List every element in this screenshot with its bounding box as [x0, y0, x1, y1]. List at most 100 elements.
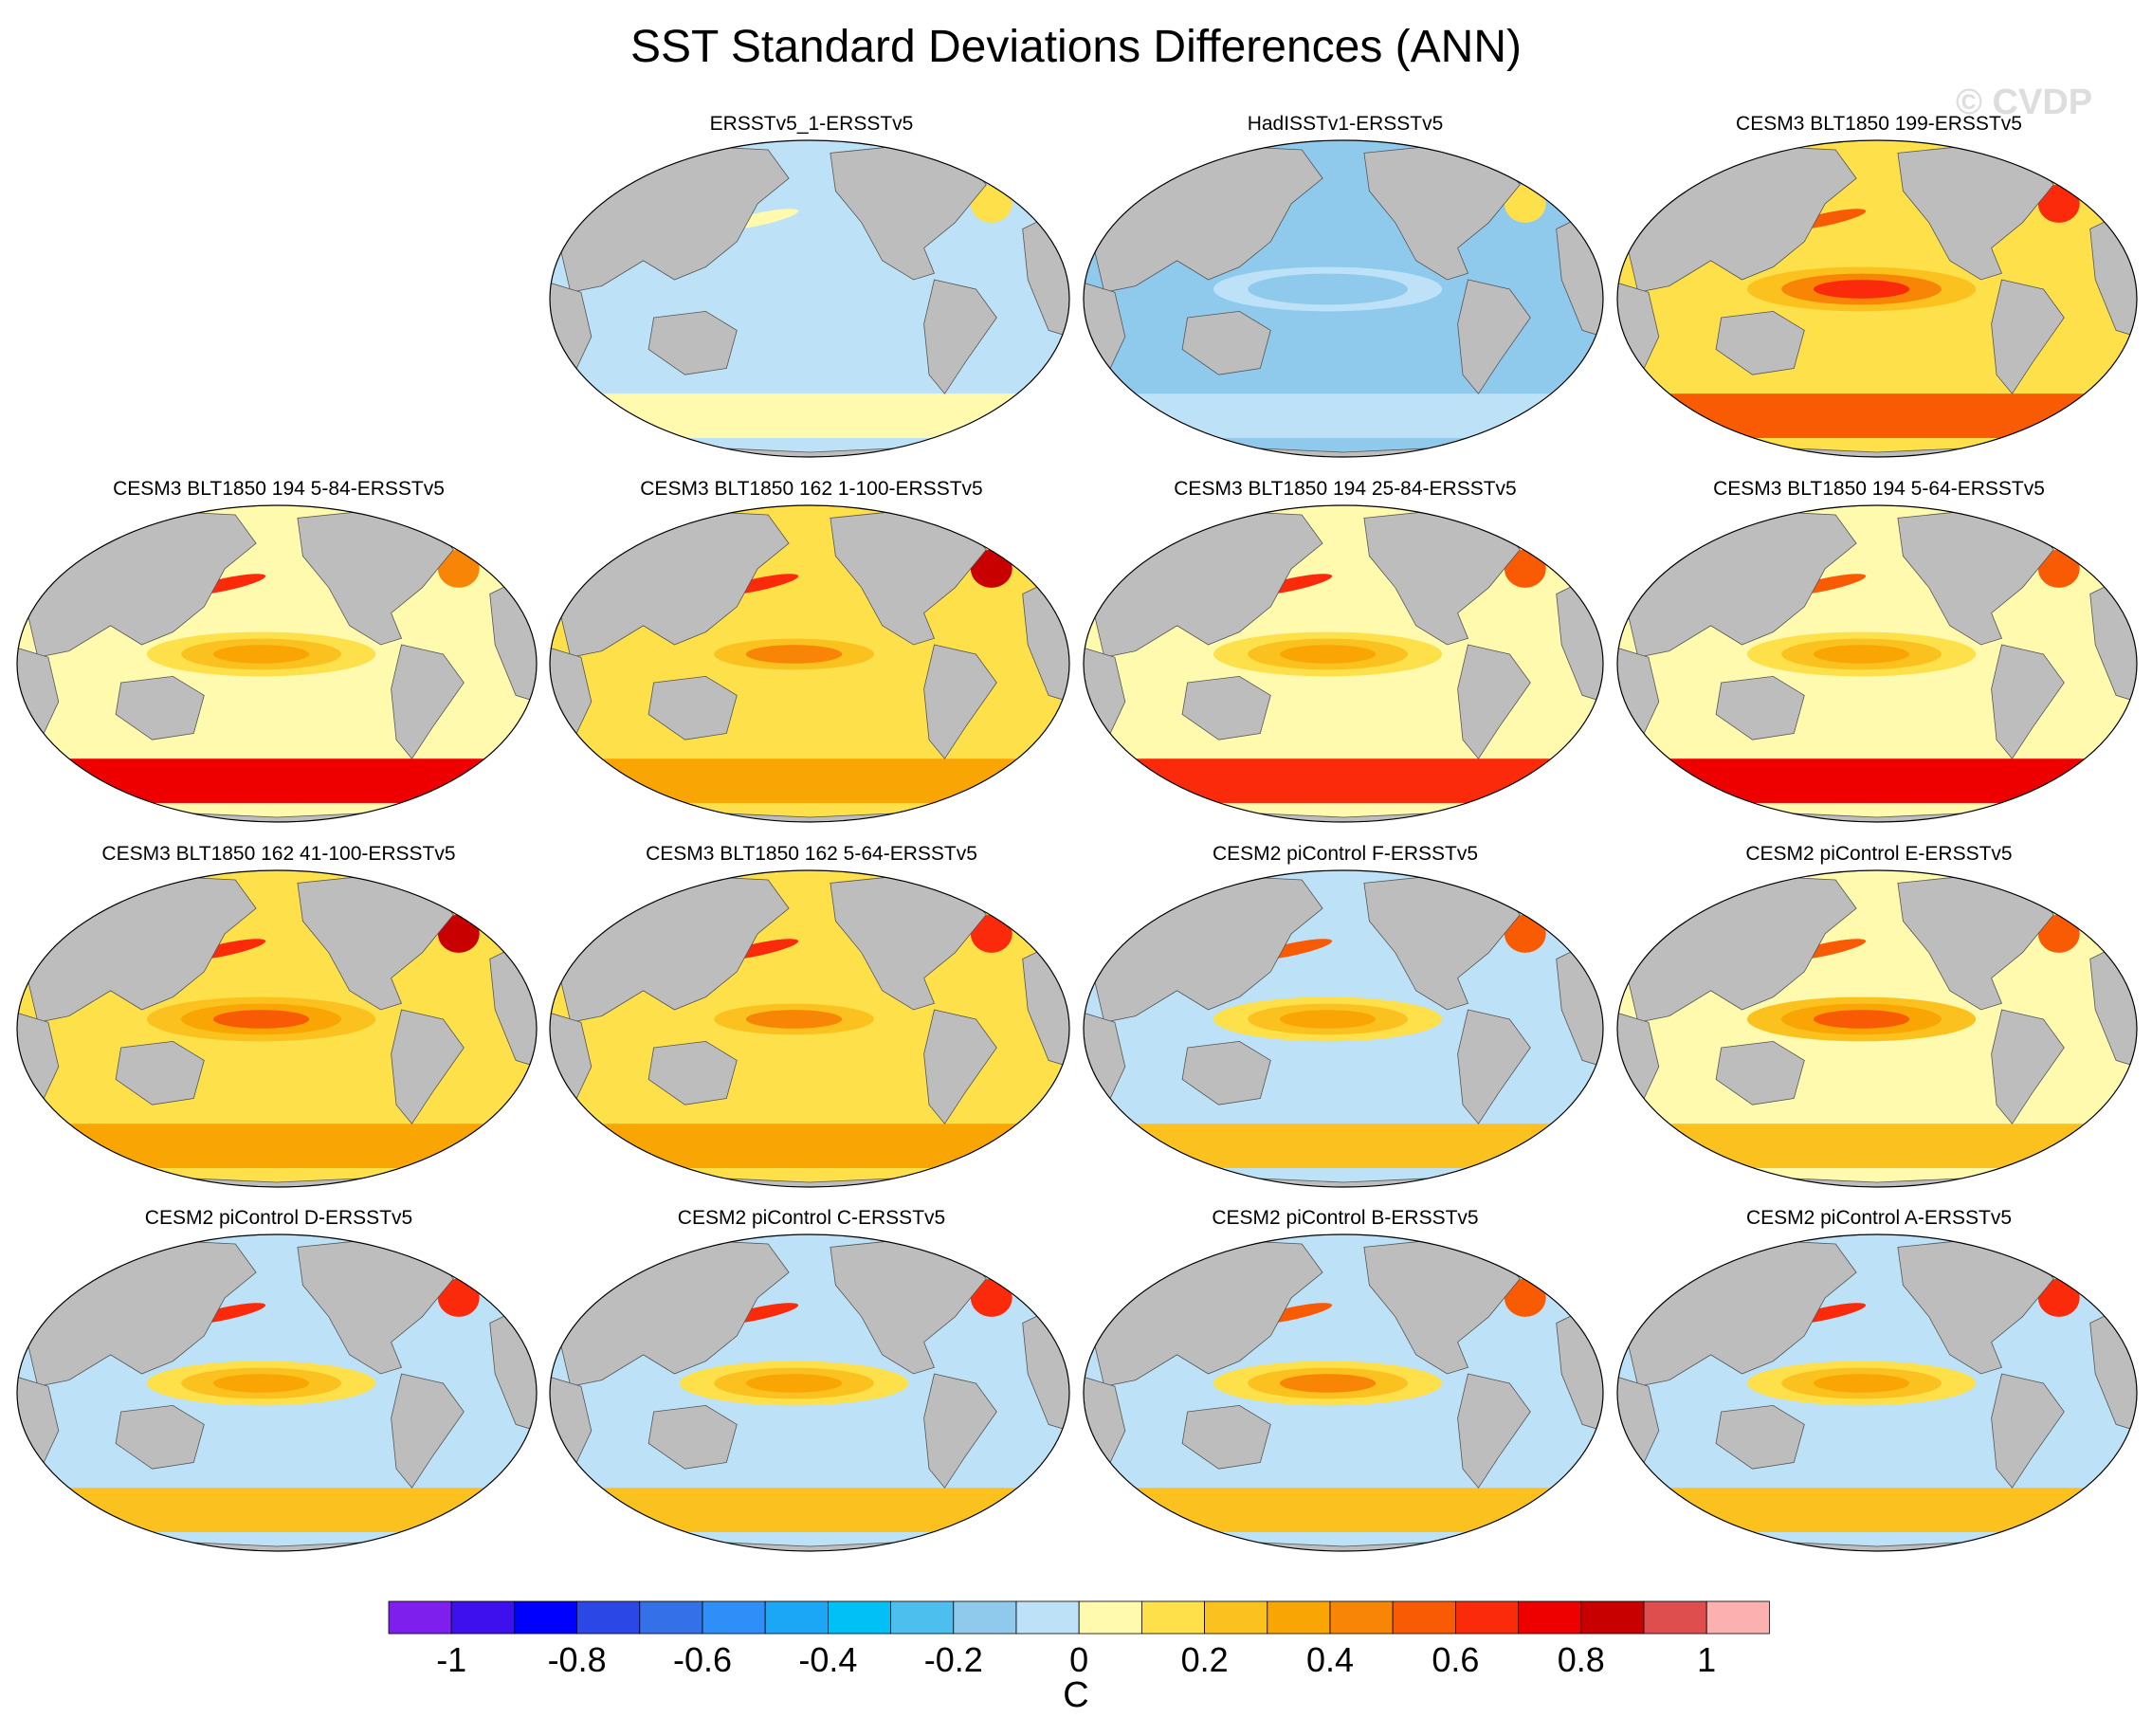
southern-ocean-band [1617, 1488, 2137, 1532]
north-atlantic-anomaly [437, 549, 480, 588]
map-outline [1083, 869, 1604, 1188]
colorbar-tick-label: 1 [1697, 1640, 1716, 1679]
land-mass [1457, 1009, 1531, 1124]
land-mass [1715, 1040, 1805, 1106]
land-mass [1181, 675, 1271, 740]
colorbar-box [388, 1600, 452, 1635]
north-atlantic-anomaly [1504, 1278, 1546, 1317]
land-mass [1181, 1040, 1271, 1106]
panel-title: CESM3 BLT1850 194 5-84-ERSSTv5 [113, 478, 445, 500]
map-panel: CESM2 piControl D-ERSSTv5 [13, 1206, 544, 1552]
map-outline [1083, 1233, 1604, 1552]
land-mass [647, 310, 738, 375]
colorbar-box [514, 1600, 578, 1635]
land-mass [115, 1040, 205, 1106]
map-panel-svg [549, 504, 1070, 823]
southern-ocean-band [550, 758, 1069, 803]
land-mass [647, 675, 738, 740]
land-mass [1529, 146, 1562, 173]
southern-ocean-band [17, 758, 537, 803]
tropical-pacific-anomaly [1813, 1010, 1910, 1029]
southern-ocean-band [1617, 393, 2137, 438]
colorbar-box [828, 1600, 892, 1635]
tropical-pacific-anomaly [1813, 280, 1910, 299]
north-atlantic-anomaly [437, 914, 480, 953]
tropical-pacific-anomaly [1813, 1374, 1910, 1393]
land-mass [1715, 675, 1805, 740]
land-mass [1991, 1009, 2065, 1124]
land-mass [1181, 310, 1271, 375]
land-mass [1529, 876, 1562, 903]
colorbar-box [450, 1600, 515, 1635]
map-panel: CESM2 piControl B-ERSSTv5 [1080, 1206, 1611, 1552]
watermark: © CVDP [1956, 82, 2093, 122]
southern-ocean-band [550, 393, 1069, 438]
land-mass [115, 675, 205, 740]
colorbar-box [1267, 1600, 1331, 1635]
southern-ocean-band [1084, 1488, 1603, 1532]
map-outline [1083, 504, 1604, 823]
land-mass [115, 1404, 205, 1470]
colorbar-box [639, 1600, 703, 1635]
map-outline [16, 869, 538, 1188]
map-outline [16, 504, 538, 823]
land-mass [1529, 511, 1562, 538]
map-outline [1616, 504, 2138, 823]
colorbar-unit-label: C [1063, 1675, 1088, 1715]
colorbar-box [1015, 1600, 1080, 1635]
land-mass [391, 1009, 465, 1124]
panel-title: CESM3 BLT1850 194 25-84-ERSSTv5 [1174, 478, 1517, 500]
tropical-pacific-anomaly [212, 1374, 310, 1393]
tropical-pacific-anomaly [212, 645, 310, 664]
tropical-pacific-anomaly [1279, 645, 1377, 664]
north-atlantic-anomaly [437, 1278, 480, 1317]
colorbar-box [1204, 1600, 1268, 1635]
map-outline [1616, 139, 2138, 458]
southern-ocean-band [17, 1124, 537, 1168]
map-outline [549, 139, 1070, 458]
colorbar-tick-label: 0.2 [1181, 1640, 1229, 1679]
tropical-pacific-anomaly [1279, 1374, 1377, 1393]
north-atlantic-anomaly [2037, 914, 2080, 953]
tropical-pacific-anomaly [1279, 1010, 1377, 1029]
map-panel-svg [16, 1233, 538, 1552]
map-panel-svg [1616, 1233, 2138, 1552]
map-panel-svg [16, 504, 538, 823]
colorbar-tick-label: 0.6 [1432, 1640, 1479, 1679]
tropical-pacific-anomaly [745, 1010, 843, 1029]
map-outline [1616, 869, 2138, 1188]
map-panel: CESM3 BLT1850 194 25-84-ERSSTv5 [1080, 477, 1611, 823]
colorbar-tick-label: -0.4 [798, 1640, 857, 1679]
land-mass [1181, 1404, 1271, 1470]
tropical-pacific-anomaly [1813, 645, 1910, 664]
land-mass [923, 1009, 997, 1124]
colorbar-tick-label: -0.8 [548, 1640, 607, 1679]
map-panel-svg [1083, 139, 1604, 458]
land-mass [1715, 1404, 1805, 1470]
map-panel: CESM2 piControl F-ERSSTv5 [1080, 842, 1611, 1188]
colorbar-box [1078, 1600, 1142, 1635]
north-atlantic-anomaly [2037, 1278, 2080, 1317]
colorbar-box [1643, 1600, 1707, 1635]
map-panel: CESM2 piControl A-ERSSTv5 [1614, 1206, 2144, 1552]
land-mass [647, 1040, 738, 1106]
map-panel: CESM2 piControl E-ERSSTv5 [1614, 842, 2144, 1188]
land-mass [1457, 279, 1531, 394]
tropical-pacific-anomaly [745, 280, 843, 299]
panel-title: CESM3 BLT1850 194 5-64-ERSSTv5 [1713, 478, 2045, 500]
map-panel-svg [1083, 504, 1604, 823]
north-atlantic-anomaly [1504, 549, 1546, 588]
colorbar-box [702, 1600, 766, 1635]
land-mass [391, 1373, 465, 1489]
map-panel-svg [1616, 504, 2138, 823]
panel-title: CESM3 BLT1850 162 41-100-ERSSTv5 [101, 843, 456, 865]
map-panel-svg [1083, 869, 1604, 1188]
land-mass [2063, 1240, 2096, 1267]
land-mass [1457, 644, 1531, 759]
colorbar-box [1392, 1600, 1456, 1635]
land-mass [1991, 1373, 2065, 1489]
colorbar-box [1329, 1600, 1394, 1635]
colorbar-box [953, 1600, 1017, 1635]
southern-ocean-band [550, 1124, 1069, 1168]
map-outline [549, 504, 1070, 823]
